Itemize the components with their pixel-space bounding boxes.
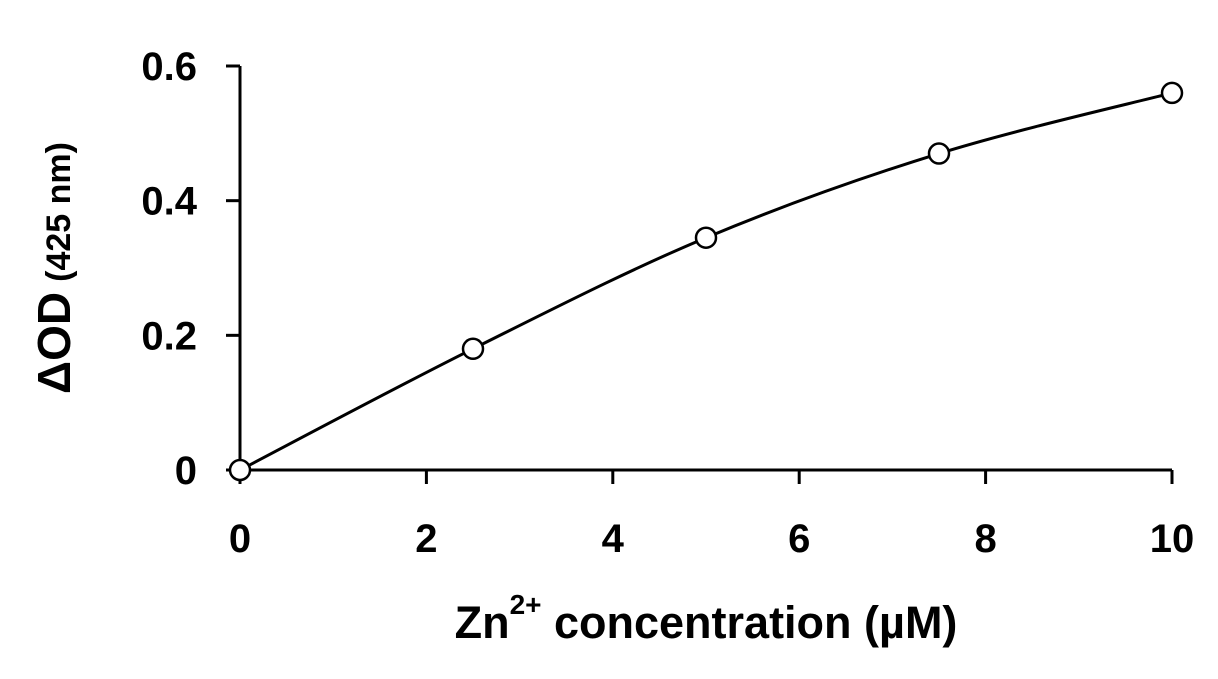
x-tick-label: 2 <box>415 517 437 561</box>
axes <box>238 66 1172 472</box>
x-tick-label: 0 <box>229 517 251 561</box>
y-tick-label: 0.4 <box>141 180 197 224</box>
x-tick-label: 6 <box>788 517 810 561</box>
x-axis-title-prefix: Zn <box>455 597 510 648</box>
y-tick-label: 0.2 <box>141 314 197 358</box>
x-axis-title: Zn2+ concentration (µM) <box>455 589 958 648</box>
x-tick-label: 4 <box>602 517 625 561</box>
x-axis-title-suffix: concentration (µM) <box>542 597 958 648</box>
y-axis-title: ΔOD (425 nm) <box>28 142 80 394</box>
data-point <box>1160 81 1184 105</box>
data-point <box>694 226 718 249</box>
x-tick-label: 10 <box>1150 517 1195 561</box>
data-point <box>461 337 485 361</box>
tick-labels: 0 2 4 6 8 10 0 0.2 0.4 0.6 <box>141 45 1194 561</box>
data-point <box>228 458 252 482</box>
y-tick-label: 0.6 <box>141 45 197 89</box>
fit-line <box>239 91 1173 472</box>
x-tick-label: 8 <box>974 517 996 561</box>
y-axis-title-main: ΔOD <box>28 292 80 394</box>
x-axis-title-superscript: 2+ <box>510 589 542 620</box>
data-point <box>927 142 951 165</box>
y-axis-title-sub: (425 nm) <box>40 142 78 282</box>
y-tick-label: 0 <box>175 449 197 493</box>
data-points <box>228 81 1184 482</box>
